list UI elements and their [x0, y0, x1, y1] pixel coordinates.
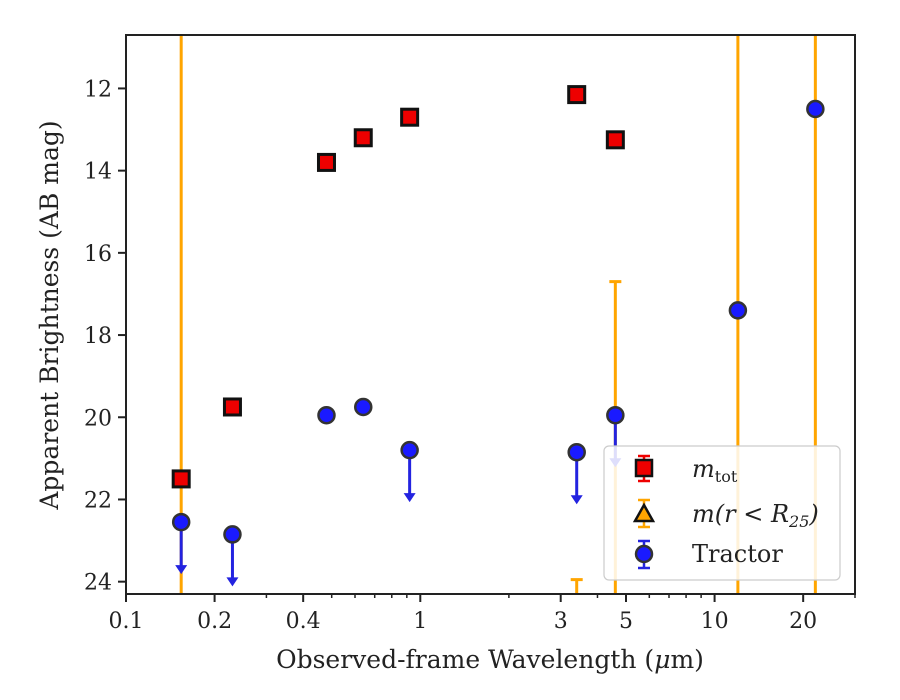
x-tick-label: 0.1	[109, 609, 144, 634]
legend-mtot-label-sub: tot	[715, 467, 738, 486]
tractor-point	[171, 512, 191, 532]
tractor-point	[567, 442, 586, 462]
legend-mtot-label: mtot	[692, 455, 738, 486]
tractor-point	[223, 525, 242, 544]
x-axis: 0.1 0.2 0.4 1 3 5 10 20	[109, 594, 856, 634]
tractor-upper-limit-arrow	[175, 565, 188, 575]
x-axis-label-prefix: Observed-frame Wavelength (	[276, 645, 654, 674]
legend-box	[603, 445, 841, 581]
legend-entry-mtot: mtot	[634, 454, 738, 486]
legend-tractor-marker	[634, 544, 654, 564]
y-axis: 12 14 16 18 20 22 24	[84, 77, 126, 596]
tractor-upper-limit-arrow	[570, 495, 583, 505]
x-tick-label: 0.2	[197, 609, 232, 634]
legend-mtot-marker	[634, 458, 654, 478]
mtot-point	[567, 85, 587, 105]
tractor-point	[317, 405, 336, 425]
x-tick-label: 20	[789, 609, 817, 634]
legend-aperture-label-sub: 25	[788, 512, 809, 531]
y-axis-label: Apparent Brightness (AB mag)	[35, 120, 64, 510]
y-tick-label: 24	[84, 571, 112, 596]
tractor-point	[400, 440, 419, 460]
mtot-point	[316, 152, 336, 172]
x-tick-label: 1	[413, 609, 427, 634]
y-tick-label: 22	[84, 488, 112, 513]
mtot-point	[222, 397, 242, 417]
mtot-point	[400, 107, 420, 127]
y-tick-label: 16	[84, 242, 112, 267]
legend-aperture-label-post: )	[808, 500, 818, 528]
legend-aperture-label-pre: m(r < R	[692, 500, 789, 528]
x-tick-label: 3	[554, 609, 568, 634]
y-tick-label: 12	[84, 77, 112, 102]
x-axis-label-suffix: m)	[670, 645, 703, 674]
tractor-upper-limit-arrow	[226, 577, 239, 587]
tractor-upper-limit-arrow	[403, 493, 416, 503]
legend-tractor-label: Tractor	[692, 540, 783, 568]
tractor-point	[354, 397, 373, 417]
tractor-point	[806, 99, 825, 119]
tractor-point	[728, 301, 748, 320]
legend: mtot m(r < R25) Tractor	[603, 445, 841, 581]
legend-aperture-label: m(r < R25)	[692, 500, 819, 531]
legend-mtot-label-main: m	[692, 455, 715, 483]
mtot-point	[605, 130, 625, 150]
x-axis-label-mu: μ	[654, 645, 670, 674]
mtot-point	[353, 128, 373, 148]
plot-frame	[125, 34, 856, 595]
tractor-point	[606, 405, 625, 425]
x-tick-label: 0.4	[286, 609, 321, 634]
y-tick-label: 18	[84, 324, 112, 349]
x-tick-label: 10	[701, 609, 729, 634]
y-tick-label: 14	[84, 160, 112, 185]
y-tick-label: 20	[84, 406, 112, 431]
legend-entry-tractor: Tractor	[634, 539, 783, 570]
legend-aperture-marker	[632, 502, 656, 523]
x-axis-label: Observed-frame Wavelength (μm)	[276, 645, 704, 674]
mtot-point	[171, 469, 191, 489]
x-tick-label: 5	[619, 609, 633, 634]
plot-marks	[171, 35, 825, 594]
legend-entry-aperture: m(r < R25)	[632, 498, 819, 531]
